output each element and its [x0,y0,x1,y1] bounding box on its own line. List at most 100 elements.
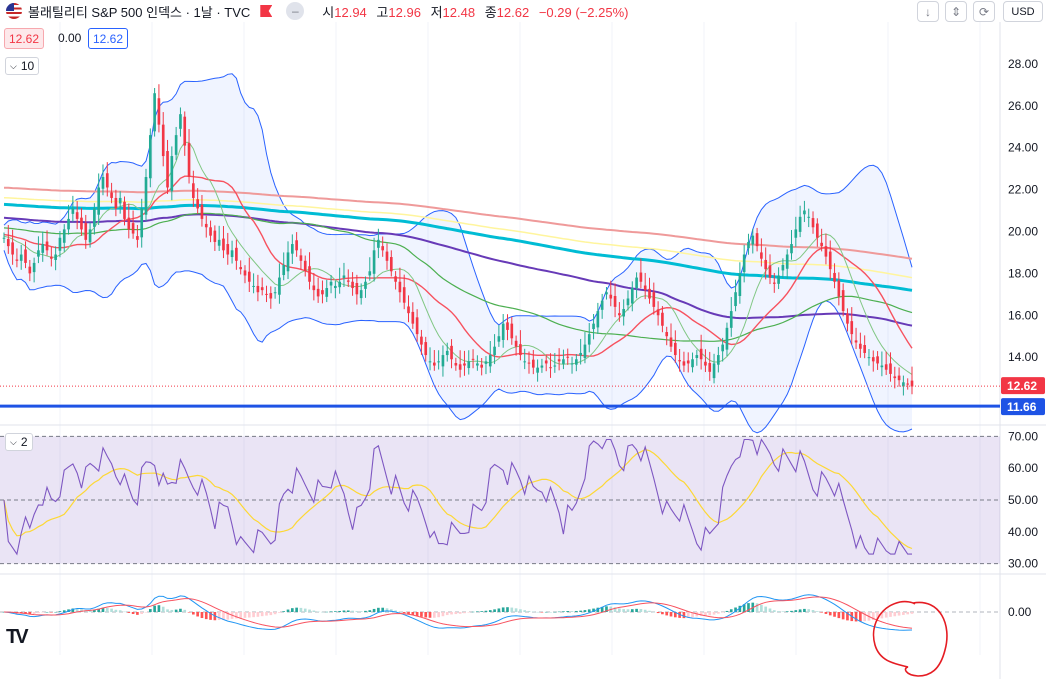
candle [200,204,204,219]
candle [669,337,673,347]
candle [760,252,763,259]
candle [209,227,212,236]
macd-histogram-bar [570,611,574,612]
macd-histogram-bar [385,608,389,612]
ma-60 [3,212,913,342]
macd-histogram-bar [37,612,40,614]
candle [286,252,290,272]
hide-icon[interactable]: – [286,2,305,20]
expand-icon[interactable]: ⇕ [945,1,967,22]
candle [192,183,195,198]
macd-histogram-bar [691,612,694,618]
candle [596,311,600,328]
macd-histogram-bar [828,612,832,616]
candle [523,361,527,363]
ma-10 [3,141,913,375]
macd-histogram-bar [265,612,268,616]
macd-histogram-bar [282,611,286,612]
candle [889,363,892,374]
rsi-indicators-toggle[interactable]: ⌵ 2 [5,433,33,451]
candle [329,281,333,286]
candle [58,237,62,251]
rsi-tick-label: 60.00 [1008,461,1038,475]
macd-histogram-bar [411,612,415,616]
price-tick-label: 20.00 [1008,224,1038,238]
candle [458,364,462,370]
macd-histogram-bar [626,609,630,612]
macd-histogram-bar [510,607,514,612]
macd-histogram-bar [863,612,866,622]
macd-histogram-bar [372,608,376,612]
candle [686,360,690,364]
macd-histogram-bar [179,608,182,612]
candle [510,323,514,339]
buy-price-box[interactable]: 12.62 [88,28,129,49]
candle [398,281,402,293]
candle [876,356,879,364]
candle [635,277,638,289]
candle [213,230,217,242]
hline-price-label: 11.66 [1007,400,1037,414]
macd-histogram-bar [196,612,199,617]
candle [24,249,27,263]
bb-lower [3,250,913,434]
macd-histogram-bar [450,612,453,615]
sell-price-box[interactable]: 12.62 [4,28,45,49]
macd-histogram-bar [807,609,811,612]
macd-histogram-bar [303,608,307,612]
candle [454,363,458,366]
candle [93,208,96,227]
macd-histogram-bar [62,610,66,612]
candle [841,290,845,312]
indicator-count: 10 [20,59,35,73]
candle [893,376,897,379]
currency-button[interactable]: USD [1003,1,1043,22]
macd-histogram-bar [600,606,604,612]
candle [204,223,208,228]
candle [415,317,419,335]
candle [15,259,19,261]
candle [828,251,832,270]
candle [321,290,324,295]
candle [303,260,307,272]
macd-histogram-bar [239,612,243,619]
candle [338,281,341,288]
rsi-tick-label: 70.00 [1008,429,1038,443]
macd-histogram-bar [458,612,462,614]
macd-histogram-bar [105,607,109,612]
candle [84,223,88,240]
candle [575,359,578,365]
macd-histogram-bar [312,610,316,612]
candle [71,208,75,214]
ma-300 [3,186,913,260]
candle [372,250,376,274]
macd-histogram-bar [183,609,187,612]
candle [424,342,428,356]
macd-histogram-bar [811,610,815,612]
macd-histogram-bar [661,612,664,615]
candle [618,313,621,316]
macd-histogram-bar [803,608,806,612]
macd-histogram-bar [768,608,772,612]
macd-histogram-bar [635,608,638,612]
candle [906,383,910,385]
candle [854,340,858,343]
macd-histogram-bar [316,611,320,612]
macd-histogram-bar [45,611,49,613]
reload-icon[interactable]: ⟳ [973,1,995,22]
price-axis: 28.00 26.00 24.00 22.00 20.00 18.00 16.00 14.00… [1001,57,1045,619]
macd-histogram-bar [910,612,914,614]
symbol-title[interactable]: 볼래틸리티 S&P 500 인덱스 · 1날 · TVC [28,4,251,20]
macd-histogram-bar [445,612,449,616]
flag-icon[interactable] [260,5,273,17]
candle [368,271,372,276]
macd-histogram-bar [247,612,251,618]
candle [355,283,359,295]
candle [583,344,587,358]
candle [699,348,703,360]
macd-histogram-bar [346,610,350,612]
arrow-down-icon[interactable]: ↓ [917,1,939,22]
indicators-toggle[interactable]: ⌵ 10 [5,57,40,75]
macd-histogram-bar [902,612,905,615]
